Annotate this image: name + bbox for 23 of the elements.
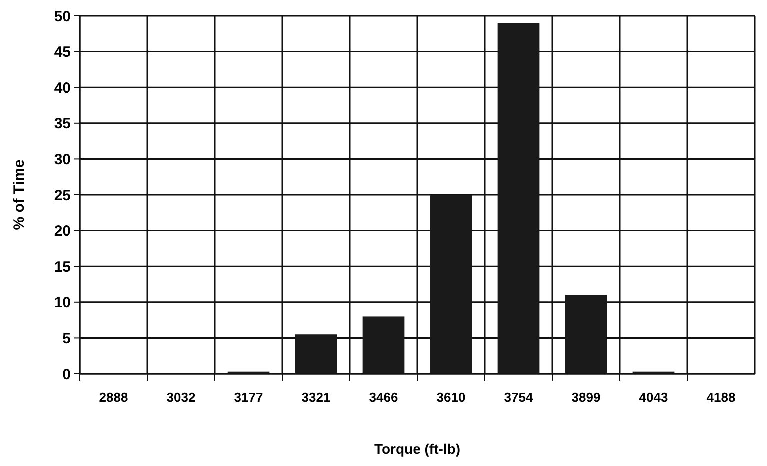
y-tick-label: 25: [54, 187, 71, 204]
x-tick-label: 3466: [369, 390, 398, 405]
y-tick-label: 50: [54, 8, 71, 26]
y-tick-label: 10: [54, 294, 71, 312]
y-tick-label: 40: [54, 80, 71, 97]
x-tick-label: 4043: [639, 390, 668, 405]
y-tick-label: 45: [54, 44, 71, 62]
x-tick-label: 2888: [99, 390, 128, 405]
x-tick-label: 3610: [436, 390, 466, 405]
x-tick-label: 3754: [504, 390, 534, 405]
y-axis-title: % of Time: [11, 160, 28, 230]
x-axis-title: Torque (ft-lb): [374, 441, 461, 457]
y-tick-label: 5: [62, 330, 71, 348]
x-tick-label: 3032: [166, 390, 196, 405]
x-tick-label: 3321: [302, 390, 331, 405]
y-tick-label: 15: [54, 258, 71, 276]
y-tick-label: 20: [54, 223, 71, 240]
y-tick-label: 30: [54, 151, 71, 168]
y-tick-label: 0: [62, 366, 71, 384]
y-tick-label: 35: [54, 116, 71, 133]
x-tick-label: 4188: [706, 390, 736, 405]
x-tick-label: 3899: [572, 390, 601, 405]
x-tick-label: 3177: [234, 390, 264, 405]
